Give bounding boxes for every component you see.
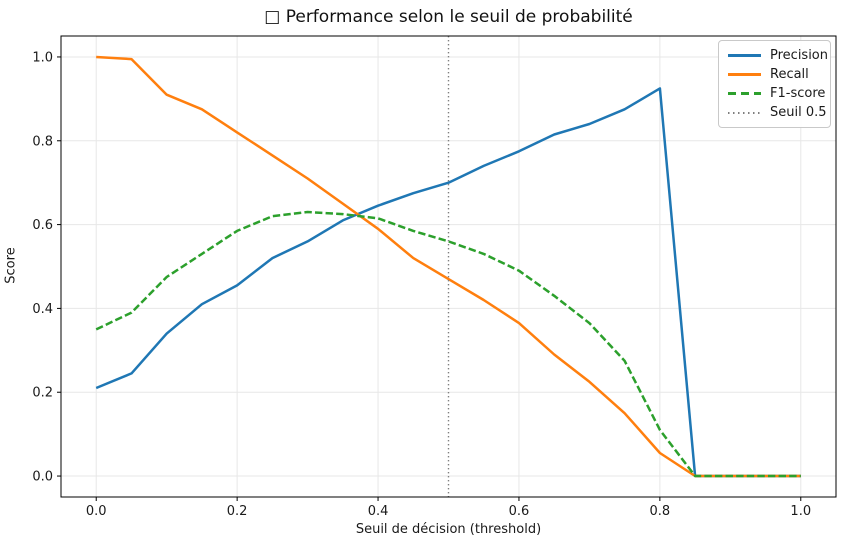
seuil-line-swatch-icon [728, 111, 761, 114]
y-tick-label: 0.2 [32, 386, 53, 401]
y-tick-label: 0.8 [32, 134, 53, 149]
x-tick-label: 0.0 [86, 504, 107, 519]
recall-line-swatch-icon [728, 73, 761, 76]
x-tick-label: 0.6 [509, 504, 530, 519]
legend-label-seuil: Seuil 0.5 [770, 105, 827, 120]
legend-item-precision: Precision [728, 47, 828, 64]
y-axis-label: Score [3, 247, 19, 284]
y-tick-label: 0.0 [32, 470, 53, 485]
precision-line-swatch-icon [728, 54, 761, 57]
legend: Precision Recall F1-score Seuil 0.5 [718, 40, 831, 128]
legend-label-precision: Precision [770, 48, 829, 63]
y-tick-label: 0.4 [32, 302, 53, 317]
y-tick-label: 0.6 [32, 218, 53, 233]
x-tick-label: 0.2 [227, 504, 248, 519]
chart-title: □ Performance selon le seuil de probabil… [264, 7, 633, 27]
precision-line [95, 87, 801, 478]
legend-label-recall: Recall [770, 67, 809, 82]
plot-border [60, 35, 837, 498]
legend-item-seuil: Seuil 0.5 [728, 104, 827, 121]
recall-line [96, 55, 801, 478]
y-tick-label: 1.0 [32, 50, 53, 65]
legend-item-f1: F1-score [728, 85, 825, 102]
legend-item-recall: Recall [728, 66, 821, 83]
x-tick-label: 0.8 [650, 504, 671, 519]
f1-score-line [95, 210, 801, 478]
f1-line-swatch-icon [728, 92, 761, 95]
x-tick-label: 1.0 [790, 504, 811, 519]
x-axis-label: Seuil de décision (threshold) [355, 522, 542, 537]
x-tick-label: 0.4 [368, 504, 389, 519]
legend-label-f1: F1-score [770, 86, 826, 101]
